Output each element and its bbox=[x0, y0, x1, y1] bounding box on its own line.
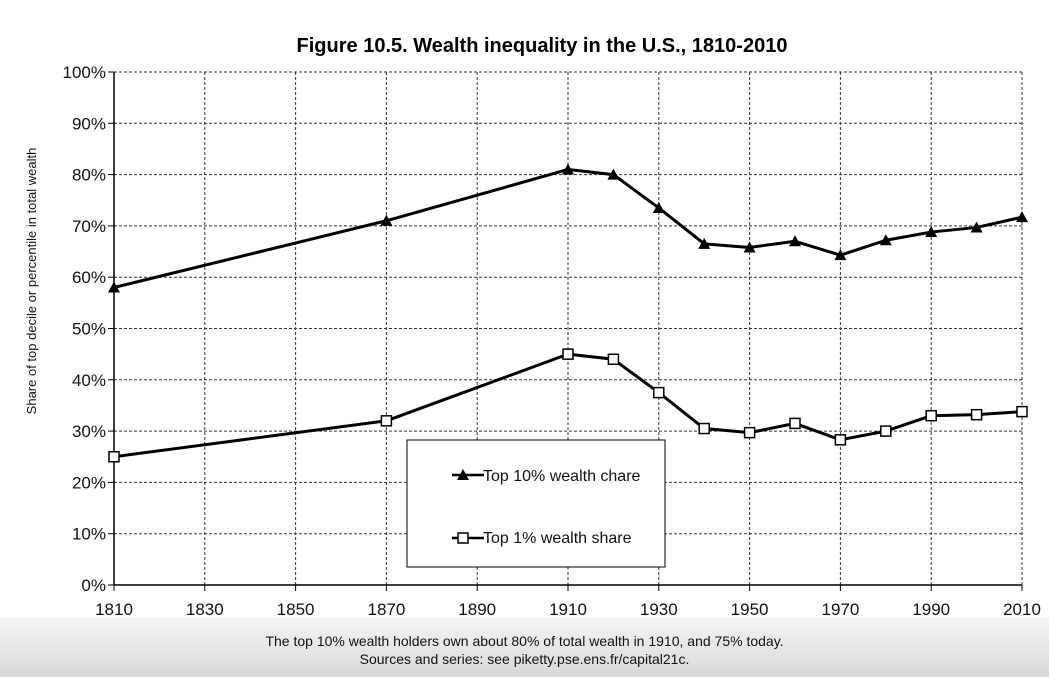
data-point-top1 bbox=[789, 417, 801, 430]
x-tick-label: 1910 bbox=[549, 600, 587, 619]
legend-label-top1: Top 1% wealth share bbox=[483, 530, 632, 547]
series-layer bbox=[108, 163, 1028, 463]
data-point-top10 bbox=[743, 241, 756, 253]
data-point-top1 bbox=[925, 409, 937, 422]
data-point-top10 bbox=[1016, 211, 1028, 223]
data-point-top10 bbox=[834, 249, 847, 261]
data-point-top1 bbox=[607, 353, 620, 366]
data-point-top1 bbox=[380, 415, 393, 427]
y-tick-label: 10% bbox=[72, 525, 106, 544]
chart-axes bbox=[108, 71, 1023, 591]
data-point-top10 bbox=[652, 201, 665, 213]
data-point-top10 bbox=[879, 234, 892, 246]
y-axis-label: Share of top decile or percentile in tot… bbox=[24, 148, 39, 415]
x-tick-label: 1950 bbox=[731, 600, 769, 619]
y-tick-label: 30% bbox=[72, 422, 106, 441]
data-point-top1 bbox=[562, 348, 574, 360]
y-axis-ticks: 0% 10% 20% 30% 40% 50% 60% 70% 80% 90% 100% bbox=[63, 63, 106, 595]
data-point-top10 bbox=[108, 281, 120, 293]
data-point-top1 bbox=[834, 434, 847, 446]
x-tick-label: 1890 bbox=[458, 600, 496, 619]
data-point-top10 bbox=[380, 214, 393, 226]
y-tick-label: 0% bbox=[81, 576, 106, 595]
x-tick-label: 1930 bbox=[640, 600, 678, 619]
y-tick-label: 20% bbox=[72, 473, 106, 492]
x-tick-label: 1810 bbox=[95, 600, 133, 619]
x-axis-ticks: 1810 1830 1850 1870 1890 1910 1930 1950 1970 1990… bbox=[95, 600, 1041, 619]
legend: Top 10% wealth chare Top 1% wealth share bbox=[406, 439, 666, 568]
data-point-top10 bbox=[698, 237, 711, 249]
x-tick-label: 1830 bbox=[186, 600, 224, 619]
legend-label-top10: Top 10% wealth chare bbox=[483, 468, 641, 485]
chart-footnote-main: The top 10% wealth holders own about 80%… bbox=[265, 633, 784, 649]
y-tick-label: 80% bbox=[72, 166, 106, 185]
x-tick-label: 1990 bbox=[912, 600, 950, 619]
data-point-top1 bbox=[1016, 405, 1028, 418]
chart-title: Figure 10.5. Wealth inequality in the U.… bbox=[297, 35, 788, 57]
data-point-top10 bbox=[925, 226, 938, 238]
data-point-top10 bbox=[789, 235, 801, 247]
data-point-top1 bbox=[880, 425, 892, 437]
data-point-top10 bbox=[970, 221, 983, 233]
x-tick-label: 1850 bbox=[277, 600, 315, 619]
x-tick-label: 1970 bbox=[821, 600, 859, 619]
chart-footnote-sources: Sources and series: see piketty.pse.ens.… bbox=[359, 651, 690, 667]
y-tick-label: 70% bbox=[72, 217, 106, 236]
data-point-top1 bbox=[970, 408, 983, 421]
x-tick-label: 1870 bbox=[367, 600, 405, 619]
y-tick-label: 100% bbox=[63, 63, 106, 82]
x-tick-label: 2010 bbox=[1003, 600, 1041, 619]
data-point-top10 bbox=[562, 163, 574, 175]
data-point-top1 bbox=[743, 426, 756, 439]
data-point-top1 bbox=[698, 422, 710, 435]
y-tick-label: 40% bbox=[72, 371, 106, 390]
data-point-top10 bbox=[607, 168, 620, 180]
y-tick-label: 60% bbox=[72, 268, 106, 287]
y-tick-label: 50% bbox=[72, 320, 106, 339]
data-point-top1 bbox=[653, 386, 665, 399]
y-tick-label: 90% bbox=[72, 114, 106, 133]
data-point-top1 bbox=[108, 451, 120, 463]
legend-box bbox=[406, 439, 666, 568]
legend-marker-top1 bbox=[457, 532, 469, 544]
legend-marker-top10 bbox=[457, 469, 469, 480]
footer-bar bbox=[0, 618, 1049, 677]
